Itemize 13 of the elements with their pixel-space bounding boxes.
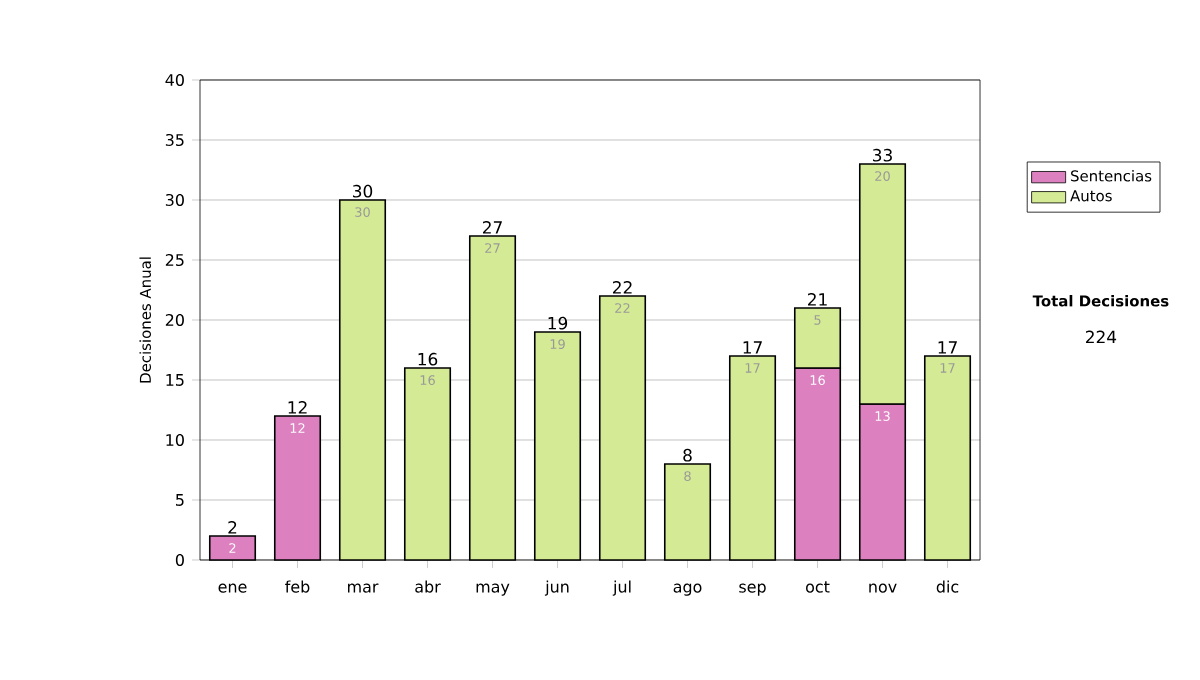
total-label: 17 xyxy=(938,341,957,354)
total-label: 22 xyxy=(612,281,632,294)
total-label: 27 xyxy=(482,221,502,234)
total-label: 17 xyxy=(743,341,762,354)
text: 224 xyxy=(1086,330,1117,344)
total-label: 19 xyxy=(548,316,568,330)
total-label: 8 xyxy=(683,448,692,462)
total-label: 33 xyxy=(873,148,892,162)
total-label: 12 xyxy=(288,401,307,414)
total-label: 2 xyxy=(228,521,237,534)
total-label: 30 xyxy=(353,184,373,198)
total-label: 16 xyxy=(418,352,438,366)
total-label: 21 xyxy=(807,293,827,306)
